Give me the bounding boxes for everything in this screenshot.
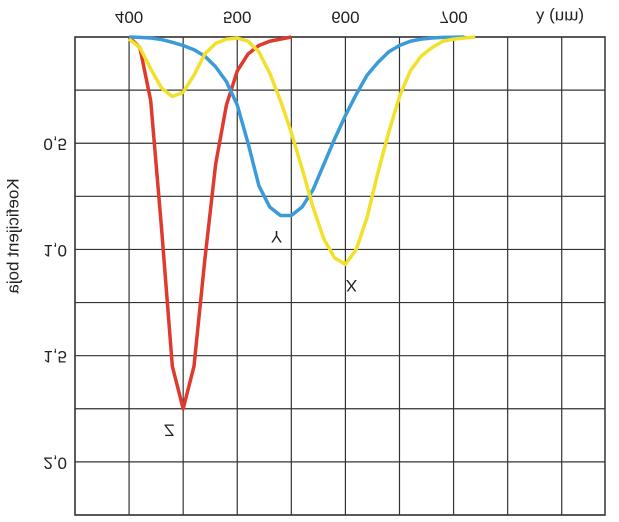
series-label: X <box>346 276 357 295</box>
y-tick-label: 2,0 <box>43 453 67 472</box>
y-tick-label: 1,5 <box>43 347 67 366</box>
series-line <box>127 35 292 411</box>
x-tick-label: 400 <box>115 8 143 27</box>
series-label: Y <box>271 227 282 246</box>
x-axis-title: λ (nm) <box>536 8 584 27</box>
x-tick-label: 700 <box>439 8 467 27</box>
series-line <box>129 35 465 218</box>
x-tick-label: 600 <box>331 8 359 27</box>
series-line <box>128 35 476 267</box>
x-tick-label: 500 <box>223 8 251 27</box>
y-tick-label: 0,5 <box>43 135 67 154</box>
y-axis-title: Koeficijent boja <box>3 178 22 294</box>
series-label: Z <box>164 420 174 439</box>
plot-frame <box>74 36 606 516</box>
y-tick-label: 1,0 <box>43 241 67 260</box>
